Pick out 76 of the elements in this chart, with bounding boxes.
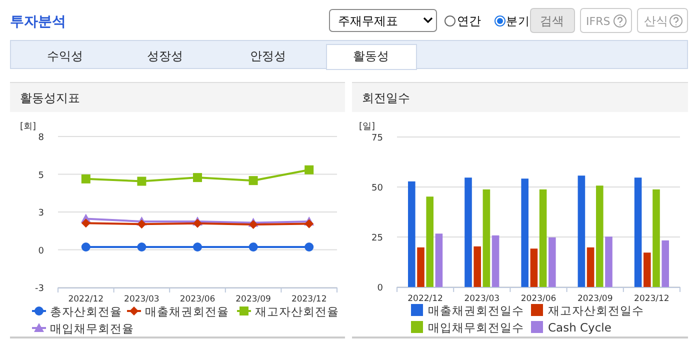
- point: [137, 176, 146, 186]
- bar: [426, 196, 434, 287]
- point: [81, 174, 90, 184]
- y-tick-label: 25: [372, 234, 383, 244]
- text: 안정성: [250, 49, 286, 63]
- x-tick-label: 2023/12: [634, 294, 670, 304]
- y-tick-label: 0: [377, 284, 384, 294]
- point: [193, 218, 202, 228]
- y-axis-title: [회]: [20, 122, 36, 132]
- chart-title: 활동성지표: [20, 91, 80, 105]
- dropdown-field: 주재무제표: [329, 9, 437, 32]
- text: 검색: [540, 14, 564, 28]
- y-tick-label: 50: [372, 184, 384, 194]
- x-tick-label: 2023/09: [577, 294, 613, 304]
- bar: [417, 247, 424, 287]
- point: [137, 242, 146, 252]
- bar: [530, 248, 538, 287]
- text: 연간: [457, 14, 481, 28]
- bar: [586, 247, 594, 287]
- bar: [435, 234, 443, 287]
- bar: [408, 181, 416, 287]
- y-tick-label: 8: [38, 133, 44, 143]
- text: 산식: [644, 14, 668, 28]
- legend-label: 매입채무회전일수: [428, 320, 524, 334]
- point: [193, 173, 202, 182]
- text: 수익성: [47, 49, 83, 63]
- bar: [652, 189, 660, 287]
- text: 분기: [506, 14, 530, 28]
- bar: [644, 252, 651, 287]
- legend-label: 매입채무회전율: [50, 322, 134, 336]
- bar: [521, 178, 528, 287]
- bar: [492, 235, 500, 287]
- point: [248, 242, 258, 252]
- y-tick-label: 3: [38, 208, 44, 218]
- point: [248, 176, 258, 186]
- y-tick-label: 0: [38, 246, 44, 256]
- x-tick-label: 2023/09: [236, 294, 271, 304]
- bar: [474, 246, 481, 287]
- legend-label: Cash Cycle: [548, 320, 612, 334]
- point: [81, 242, 90, 252]
- bar: [539, 189, 547, 287]
- text: 성장성: [147, 49, 183, 63]
- x-tick-label: 2023/03: [464, 294, 500, 304]
- point: [304, 242, 314, 252]
- bar: [464, 178, 472, 287]
- y-tick-label: 5: [38, 170, 44, 181]
- x-tick-label: 2023/12: [291, 294, 327, 304]
- legend-label: 재고자산회전율: [255, 304, 339, 318]
- legend-label: 매출채권회전일수: [428, 304, 524, 318]
- legend-label: 총자산회전율: [50, 304, 122, 318]
- bar: [482, 189, 490, 287]
- legend-label: 재고자산회전일수: [548, 304, 644, 318]
- x-tick-label: 2023/06: [180, 294, 216, 304]
- bar: [605, 236, 612, 287]
- point: [304, 219, 314, 228]
- text: 활동성: [353, 49, 389, 63]
- x-tick-label: 2022/12: [408, 294, 443, 304]
- point: [304, 165, 314, 174]
- point: [193, 242, 202, 252]
- text: IFRS: [586, 15, 610, 28]
- chart-title: 회전일수: [362, 91, 410, 105]
- bar: [662, 240, 669, 287]
- x-tick-label: 2022/12: [68, 294, 104, 304]
- y-axis-title: [일]: [359, 122, 376, 132]
- bar: [578, 176, 586, 287]
- y-tick-label: 75: [372, 134, 383, 144]
- point: [81, 218, 90, 228]
- legend-label: 매출채권회전율: [145, 304, 229, 318]
- x-tick-label: 2023/03: [124, 294, 160, 304]
- y-tick-label: -3: [35, 284, 44, 294]
- bar: [548, 237, 556, 287]
- text: 투자분석: [10, 14, 66, 30]
- bar: [596, 186, 604, 287]
- bar: [634, 178, 642, 287]
- x-tick-label: 2023/06: [520, 294, 556, 304]
- point: [137, 220, 146, 229]
